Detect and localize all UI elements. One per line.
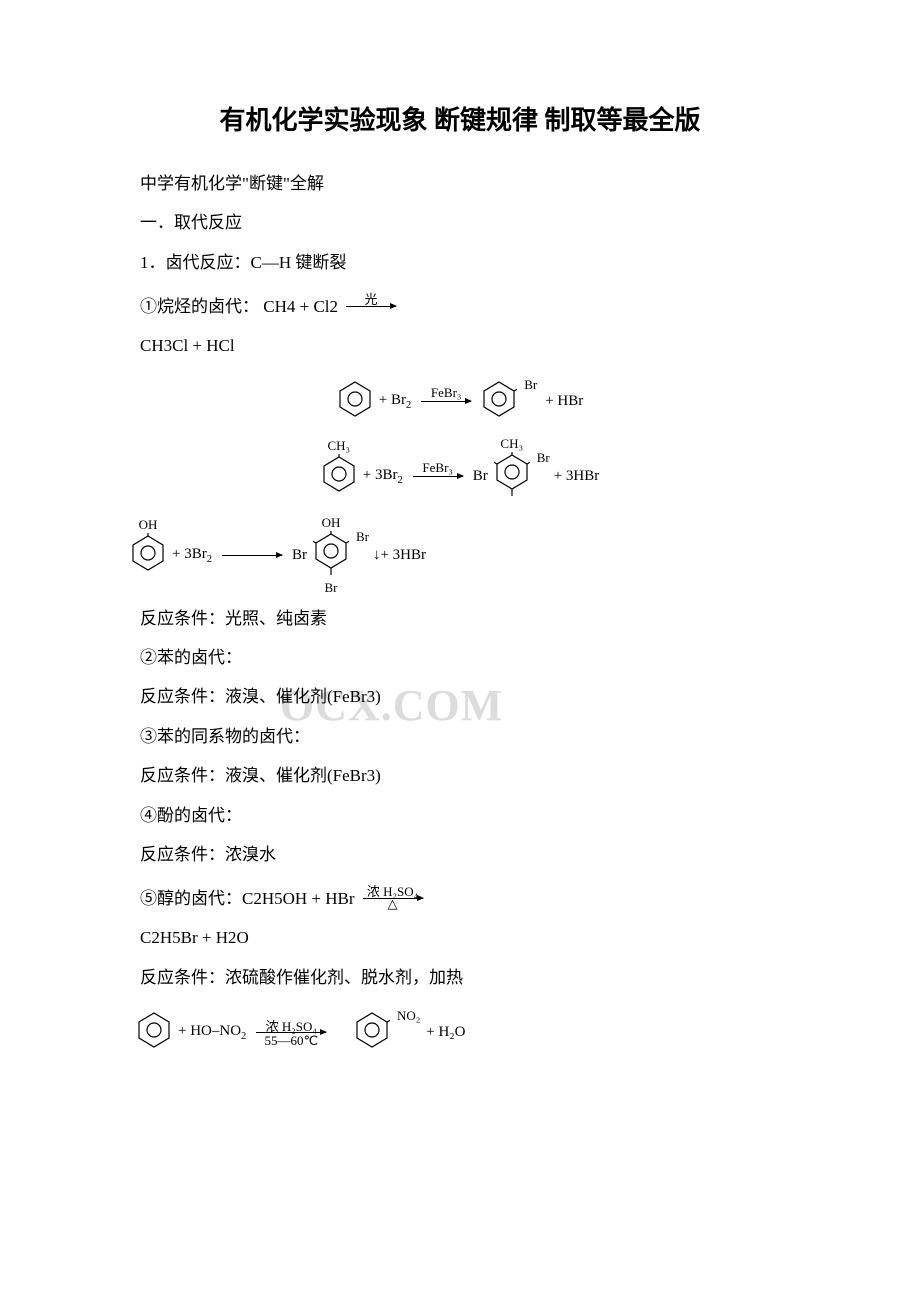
reaction-4-rhs: ↓+ 3HBr: [373, 547, 426, 564]
reaction-3-br-left: Br: [473, 468, 488, 485]
reaction-1-lhs: ①烷烃的卤代： CH4 + Cl2: [140, 293, 338, 320]
reaction-4-br-left: Br: [292, 547, 307, 564]
tribromophenol-icon: OH Br Br: [313, 531, 349, 580]
reaction-1: ①烷烃的卤代： CH4 + Cl2 光: [140, 291, 780, 321]
arrow-condition: 光: [365, 290, 378, 311]
no2-label: NO₂: [397, 1008, 420, 1024]
ch3-label: CH₃: [327, 438, 350, 454]
arrow-condition: FeBr₃: [422, 460, 453, 476]
reaction-arrow: 光: [342, 291, 400, 321]
condition-3: 反应条件：液溴、催化剂(FeBr3): [140, 757, 780, 794]
reaction-5: ⑤醇的卤代：C2H5OH + HBr 浓 H₂SO₄ △: [140, 883, 780, 913]
reaction-arrow: FeBr₃: [409, 461, 467, 491]
reaction-2: + Br2 FeBr₃ Br + HBr: [140, 379, 780, 424]
arrow-condition-bot: 55—60℃: [264, 1033, 318, 1049]
bromobenzene-icon: Br: [481, 379, 517, 424]
reaction-3-rhs: + 3HBr: [554, 468, 600, 485]
reaction-6-plus: + HO–NO2: [178, 1023, 246, 1042]
intro-text: 中学有机化学"断键"全解: [140, 165, 780, 202]
reaction-6-rhs: + H₂O: [426, 1024, 465, 1041]
section-1-heading: 一．取代反应: [140, 204, 780, 241]
reaction-arrow: [218, 540, 286, 570]
oh-label: OH: [322, 515, 341, 531]
reaction-2-rhs: + HBr: [545, 393, 583, 410]
phenol-icon: OH: [130, 533, 166, 578]
condition-5: 反应条件：浓硫酸作催化剂、脱水剂，加热: [140, 959, 780, 996]
reaction-6: + HO–NO2 浓 H₂SO₄ 55—60℃ NO₂ + H₂O: [136, 1010, 780, 1055]
item-2: ②苯的卤代：: [140, 639, 780, 676]
arrow-icon: [222, 555, 282, 556]
reaction-arrow: 浓 H₂SO₄ △: [359, 883, 427, 913]
arrow-icon: FeBr₃: [413, 476, 463, 477]
reaction-4: OH + 3Br2 Br OH Br Br ↓+ 3HBr: [130, 531, 780, 580]
br-label: Br: [324, 580, 337, 596]
nitrobenzene-icon: NO₂: [354, 1010, 390, 1055]
page-title: 有机化学实验现象 断键规律 制取等最全版: [140, 100, 780, 137]
tribromotoluene-icon: CH₃ Br: [494, 452, 530, 501]
reaction-3-plus: + 3Br2: [363, 467, 403, 486]
condition-2: 反应条件：液溴、催化剂(FeBr3): [140, 678, 780, 715]
oh-label: OH: [139, 517, 158, 533]
benzene-ring-icon: [136, 1010, 172, 1055]
reaction-2-plus: + Br2: [379, 392, 411, 411]
arrow-icon: FeBr₃: [421, 401, 471, 402]
reaction-arrow: 浓 H₂SO₄ 55—60℃: [252, 1018, 330, 1048]
reaction-3: CH₃ + 3Br2 FeBr₃ Br CH₃ Br + 3HBr: [140, 452, 780, 501]
item-3: ③苯的同系物的卤代：: [140, 718, 780, 755]
arrow-condition: FeBr₃: [431, 385, 462, 401]
toluene-icon: CH₃: [321, 454, 357, 499]
arrow-condition-bot: △: [388, 894, 398, 915]
arrow-icon: 浓 H₂SO₄ △: [363, 898, 423, 899]
benzene-ring-icon: [337, 379, 373, 424]
reaction-4-plus: + 3Br2: [172, 546, 212, 565]
reaction-5-lhs: ⑤醇的卤代：C2H5OH + HBr: [140, 885, 355, 912]
br-label: Br: [537, 450, 550, 466]
reaction-1-product: CH3Cl + HCl: [140, 327, 780, 364]
reaction-arrow: FeBr₃: [417, 386, 475, 416]
condition-1: 反应条件：光照、纯卤素: [140, 600, 780, 637]
item-4: ④酚的卤代：: [140, 797, 780, 834]
condition-4: 反应条件：浓溴水: [140, 836, 780, 873]
br-label: Br: [524, 377, 537, 393]
ch3-label: CH₃: [500, 436, 523, 452]
section-1-1-heading: 1．卤代反应：C—H 键断裂: [140, 244, 780, 281]
arrow-icon: 浓 H₂SO₄ 55—60℃: [256, 1032, 326, 1033]
arrow-icon: 光: [346, 306, 396, 307]
br-label: Br: [356, 529, 369, 545]
reaction-5-product: C2H5Br + H2O: [140, 919, 780, 956]
